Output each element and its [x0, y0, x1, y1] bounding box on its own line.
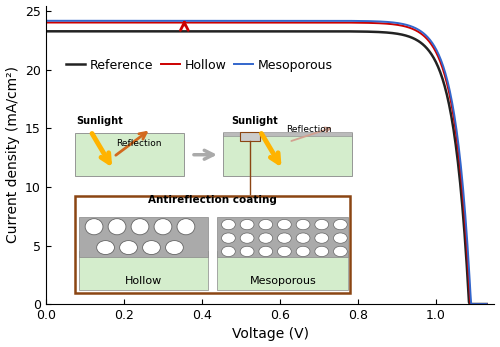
X-axis label: Voltage (V): Voltage (V)	[232, 328, 308, 341]
Line: Mesoporous: Mesoporous	[46, 21, 486, 304]
Line: Reference: Reference	[46, 31, 486, 304]
Reference	[374, 30, 380, 34]
Reference	[484, 302, 490, 306]
Reference	[337, 29, 343, 33]
Reference	[121, 29, 127, 33]
Hollow	[43, 20, 49, 25]
Mesoporous	[374, 19, 380, 24]
Mesoporous	[242, 19, 248, 23]
Reference	[156, 29, 162, 33]
Line: Hollow: Hollow	[46, 23, 486, 304]
Mesoporous	[484, 302, 490, 306]
Mesoporous	[337, 19, 343, 23]
Reference	[242, 29, 248, 33]
Mesoporous	[43, 19, 49, 23]
Mesoporous	[121, 19, 127, 23]
Mesoporous	[468, 302, 474, 306]
Reference	[302, 29, 308, 33]
Hollow	[242, 20, 248, 25]
Hollow	[374, 21, 380, 25]
Hollow	[121, 20, 127, 25]
Hollow	[468, 302, 473, 306]
Hollow	[337, 20, 343, 25]
Mesoporous	[156, 19, 162, 23]
Hollow	[156, 20, 162, 25]
Reference	[466, 302, 472, 306]
Y-axis label: Current density (mA/cm²): Current density (mA/cm²)	[6, 66, 20, 243]
Hollow	[484, 302, 490, 306]
Reference	[43, 29, 49, 33]
Mesoporous	[302, 19, 308, 23]
Hollow	[302, 20, 308, 25]
Legend: Reference, Hollow, Mesoporous: Reference, Hollow, Mesoporous	[61, 53, 338, 77]
